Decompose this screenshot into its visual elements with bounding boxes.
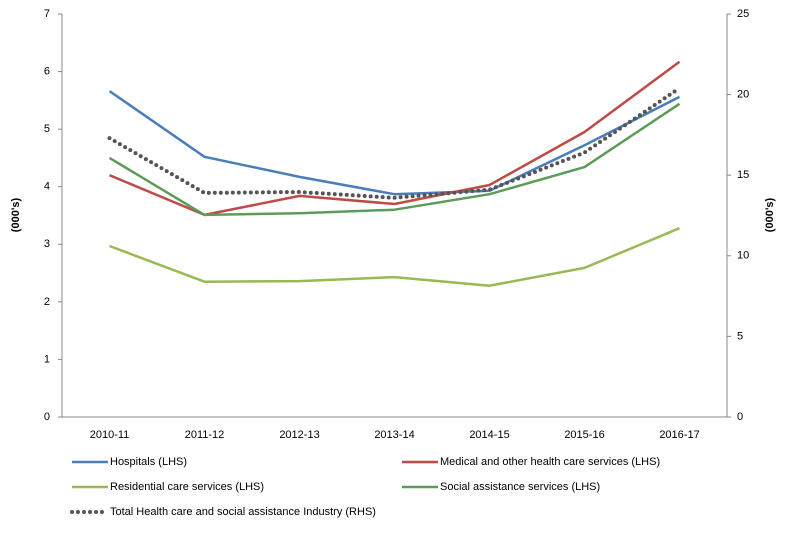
series-line	[109, 60, 681, 217]
series-line	[108, 90, 681, 196]
y2-tick-label: 20	[737, 89, 749, 101]
y-tick-label: 4	[44, 181, 50, 193]
y-tick-label: 2	[44, 296, 50, 308]
legend-label: Total Health care and social assistance …	[110, 506, 376, 518]
y-tick-label: 6	[44, 65, 50, 77]
legend-label: Social assistance services (LHS)	[440, 481, 600, 493]
x-tick-label: 2016-17	[659, 429, 699, 441]
y-tick-label: 1	[44, 353, 50, 365]
y-tick-label: 0	[44, 411, 50, 423]
legend-label: Residential care services (LHS)	[110, 481, 264, 493]
x-tick-label: 2011-12	[185, 429, 225, 441]
series-line	[107, 86, 682, 200]
y2-tick-label: 10	[737, 250, 749, 262]
series-line	[108, 102, 681, 217]
y2-tick-label: 15	[737, 169, 749, 181]
y-tick-label: 7	[44, 8, 50, 20]
y-axis-label: (000's)	[10, 197, 22, 232]
x-tick-label: 2012-13	[279, 429, 319, 441]
series-line	[109, 227, 680, 287]
y2-tick-label: 5	[737, 330, 743, 342]
legend-label: Medical and other health care services (…	[440, 456, 660, 468]
x-tick-label: 2010-11	[90, 429, 130, 441]
x-tick-label: 2014-15	[469, 429, 509, 441]
y2-tick-label: 0	[737, 411, 743, 423]
x-tick-label: 2015-16	[564, 429, 604, 441]
y-tick-label: 5	[44, 123, 50, 135]
y2-axis-label: (000's)	[764, 197, 776, 232]
y2-tick-label: 25	[737, 8, 749, 20]
legend-label: Hospitals (LHS)	[110, 456, 187, 468]
x-tick-label: 2013-14	[374, 429, 414, 441]
y-tick-label: 3	[44, 238, 50, 250]
